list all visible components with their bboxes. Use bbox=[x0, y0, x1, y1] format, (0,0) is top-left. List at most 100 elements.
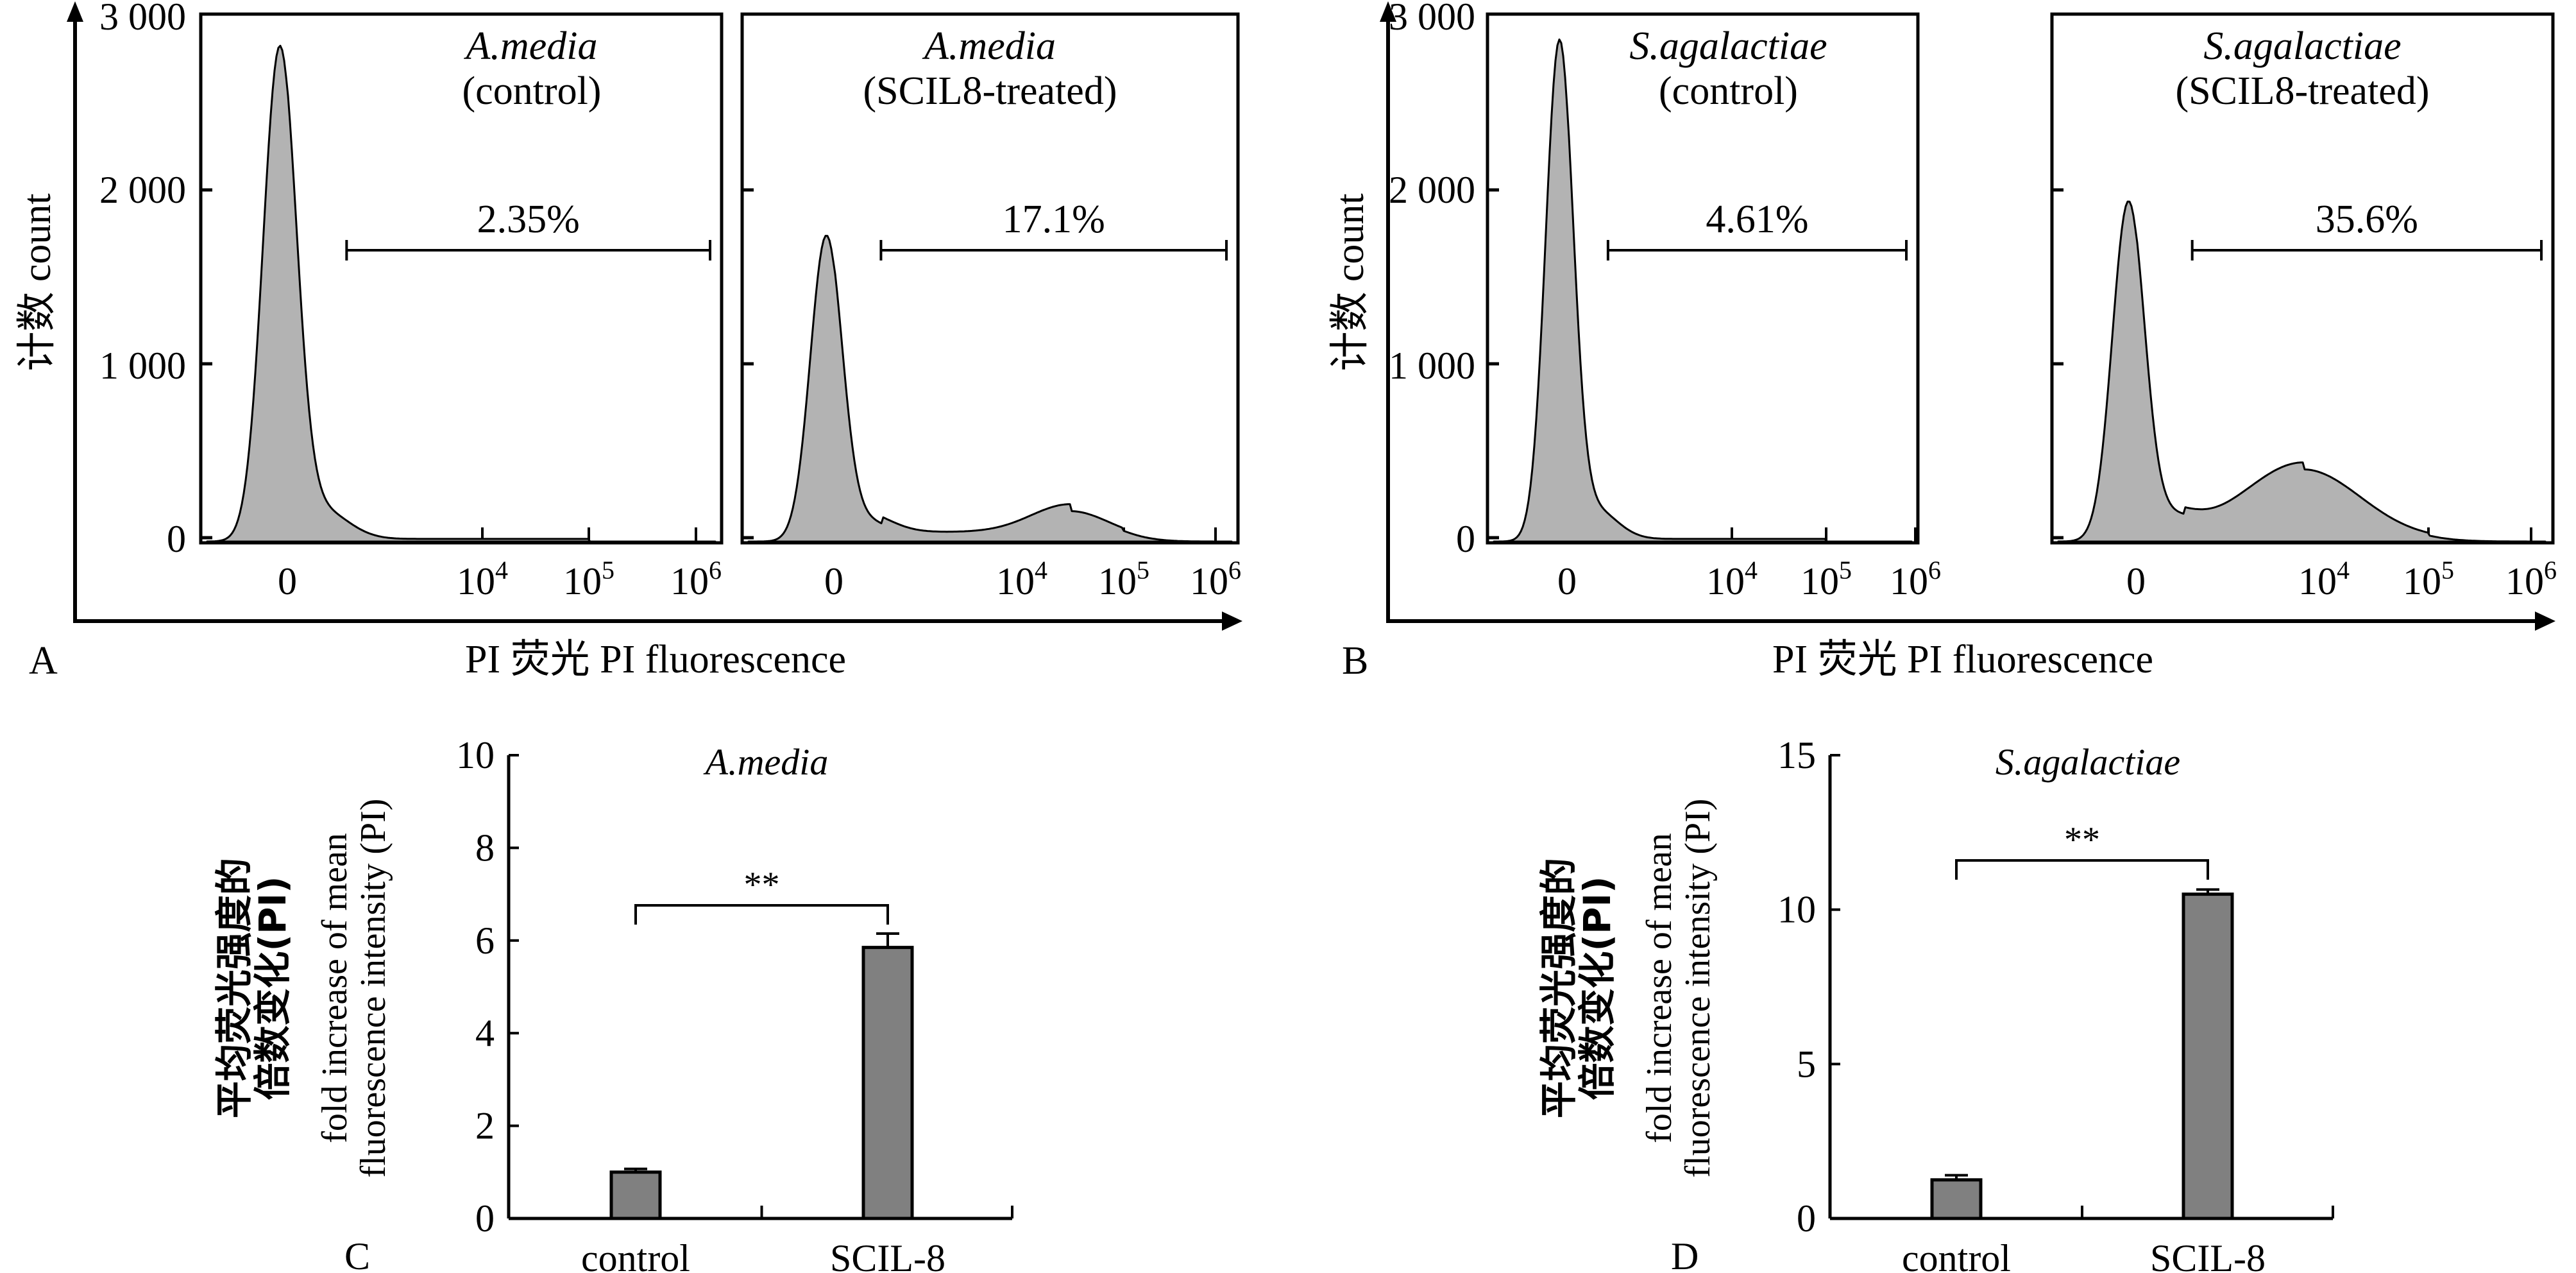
histogram-curve bbox=[2057, 200, 2546, 543]
x-tick-exponent: 4 bbox=[1745, 556, 1758, 585]
panel-c-ylabel-en-1: fold increase of mean bbox=[315, 833, 355, 1143]
x-category-label: control bbox=[581, 1237, 690, 1273]
panel-a-y-tick-labels: 3 000 2 000 1 000 0 bbox=[99, 0, 186, 560]
y-tick-label: 2 000 bbox=[99, 169, 186, 211]
bar-chart-title: A.media bbox=[703, 741, 829, 783]
x-tick-exponent: 4 bbox=[1035, 556, 1047, 585]
bar-control bbox=[1930, 1178, 1983, 1220]
x-category-label: control bbox=[1902, 1237, 2011, 1273]
panel-c-ylabel-en-2: fluorescence intensity (PI) bbox=[353, 799, 393, 1178]
x-tick-exponent: 6 bbox=[1928, 556, 1941, 585]
histogram-title-condition: (control) bbox=[462, 69, 602, 113]
histogram-frame bbox=[1486, 12, 1920, 545]
gate-percent-label: 17.1% bbox=[1003, 198, 1105, 241]
panel-b-letter: B bbox=[1342, 639, 1368, 683]
panel-a-ylabel: 计数 count bbox=[15, 193, 59, 371]
gate-percent-label: 4.61% bbox=[1706, 198, 1808, 241]
y-tick-label: 0 bbox=[1456, 518, 1475, 560]
panel-d-letter: D bbox=[1671, 1235, 1699, 1273]
y-tick-label: 5 bbox=[1797, 1043, 1816, 1085]
x-tick-exponent: 5 bbox=[602, 556, 614, 585]
x-tick-label: 104 bbox=[1706, 556, 1758, 602]
y-tick-label: 3 000 bbox=[99, 0, 186, 38]
y-tick-label: 10 bbox=[456, 734, 495, 776]
y-tick-label: 2 000 bbox=[1389, 169, 1475, 211]
significance-label: ** bbox=[744, 865, 780, 905]
y-tick-label: 0 bbox=[1797, 1197, 1816, 1240]
x-tick-label: 105 bbox=[1801, 556, 1852, 602]
gate-percent-label: 2.35% bbox=[477, 198, 580, 241]
panel-d-ylabel-cn-1: 平均荧光强度的 bbox=[1537, 858, 1580, 1118]
bar-scil-8 bbox=[2182, 893, 2234, 1220]
panel-d-labels: 平均荧光强度的 倍数变化(PI) fold increase of mean f… bbox=[1537, 799, 1718, 1273]
x-tick-label: 104 bbox=[457, 556, 508, 602]
histogram-title-species: S.agalactiae bbox=[2203, 24, 2401, 68]
x-tick-exponent: 5 bbox=[1137, 556, 1149, 585]
y-tick-label: 10 bbox=[1777, 889, 1816, 931]
histogram-frame bbox=[740, 12, 1240, 545]
y-tick-label: 0 bbox=[167, 518, 186, 560]
panel-b-y-tick-labels: 3 000 2 000 1 000 0 bbox=[1389, 0, 1475, 560]
histogram-frame bbox=[2050, 12, 2555, 545]
x-tick-exponent: 5 bbox=[1839, 556, 1852, 585]
bar-control bbox=[609, 1170, 662, 1220]
panel-b-outer-axes: 计数 count PI 荧光 PI fluorescence B bbox=[1328, 1, 2555, 683]
histogram-title-species: S.agalactiae bbox=[1629, 24, 1827, 68]
histogram-title-species: A.media bbox=[464, 24, 598, 68]
panel-b-ylabel: 计数 count bbox=[1328, 193, 1372, 371]
panel-c-ylabel-cn-1: 平均荧光强度的 bbox=[212, 858, 256, 1118]
histogram-curve bbox=[206, 44, 716, 543]
x-tick-label: 0 bbox=[2126, 560, 2146, 602]
bar-chart-c: 0 2 4 6 8 10 A.media control SCIL-8 ** bbox=[456, 734, 1013, 1273]
histogram-title-species: A.media bbox=[922, 24, 1056, 68]
histogram-curve bbox=[1493, 38, 1913, 543]
panel-c-letter: C bbox=[344, 1235, 370, 1273]
bar-chart-title: S.agalactiae bbox=[1996, 741, 2180, 783]
y-tick-label: 1 000 bbox=[99, 345, 186, 387]
x-tick-label: 105 bbox=[2403, 556, 2454, 602]
histogram-frame bbox=[199, 12, 724, 545]
histogram-a-control: 0 104 105 106 A.media(control) 2.35% bbox=[199, 12, 724, 602]
significance-bracket bbox=[634, 904, 889, 925]
y-tick-label: 1 000 bbox=[1389, 345, 1475, 387]
histogram-title-condition: (SCIL8-treated) bbox=[863, 69, 1117, 113]
y-tick-label: 2 bbox=[475, 1105, 495, 1147]
x-tick-label: 106 bbox=[670, 556, 722, 602]
histogram-title-condition: (SCIL8-treated) bbox=[2176, 69, 2430, 113]
y-tick-label: 0 bbox=[475, 1197, 495, 1240]
y-tick-label: 8 bbox=[475, 826, 495, 869]
panel-c-labels: 平均荧光强度的 倍数变化(PI) fold increase of mean f… bbox=[212, 799, 393, 1273]
x-tick-label: 106 bbox=[2505, 556, 2557, 602]
panel-a-fluor-arrow-icon bbox=[1222, 611, 1242, 631]
panel-d-ylabel-cn-2: 倍数变化(PI) bbox=[1575, 876, 1619, 1100]
x-tick-label: 106 bbox=[1190, 556, 1241, 602]
bar-chart-d: 0 5 10 15 S.agalactiae control SCIL-8 ** bbox=[1777, 734, 2334, 1273]
bar-scil-8 bbox=[861, 946, 914, 1220]
significance-label: ** bbox=[2064, 820, 2100, 860]
histogram-a-treated: 0 104 105 106 A.media(SCIL8-treated) 17.1% bbox=[740, 12, 1241, 602]
x-tick-exponent: 6 bbox=[1228, 556, 1241, 585]
y-tick-label: 6 bbox=[475, 919, 495, 962]
y-tick-label: 15 bbox=[1777, 734, 1816, 776]
gate-percent-label: 35.6% bbox=[2316, 198, 2418, 241]
panel-b-fluor-arrow-icon bbox=[2535, 611, 2555, 631]
panel-a-count-arrow-icon bbox=[67, 1, 83, 22]
x-tick-label: 0 bbox=[278, 560, 297, 602]
x-category-label: SCIL-8 bbox=[830, 1237, 945, 1273]
panel-a-letter: A bbox=[29, 639, 58, 683]
panel-d-ylabel-en-2: fluorescence intensity (PI) bbox=[1678, 799, 1718, 1178]
x-category-label: SCIL-8 bbox=[2150, 1237, 2266, 1273]
x-tick-exponent: 6 bbox=[709, 556, 722, 585]
histogram-title-condition: (control) bbox=[1659, 69, 1798, 113]
x-tick-exponent: 6 bbox=[2544, 556, 2557, 585]
panel-b-xlabel: PI 荧光 PI fluorescence bbox=[1772, 638, 2153, 681]
panel-c-ylabel-cn-2: 倍数变化(PI) bbox=[251, 876, 294, 1100]
x-tick-exponent: 4 bbox=[495, 556, 508, 585]
x-tick-exponent: 5 bbox=[2441, 556, 2454, 585]
y-tick-label: 3 000 bbox=[1389, 0, 1475, 38]
panel-b-count-arrow-icon bbox=[1380, 1, 1396, 22]
histogram-b-control: 0 104 105 106 S.agalactiae(control) 4.61% bbox=[1486, 12, 1941, 602]
x-tick-label: 0 bbox=[824, 560, 843, 602]
panel-a-xlabel: PI 荧光 PI fluorescence bbox=[465, 638, 846, 681]
